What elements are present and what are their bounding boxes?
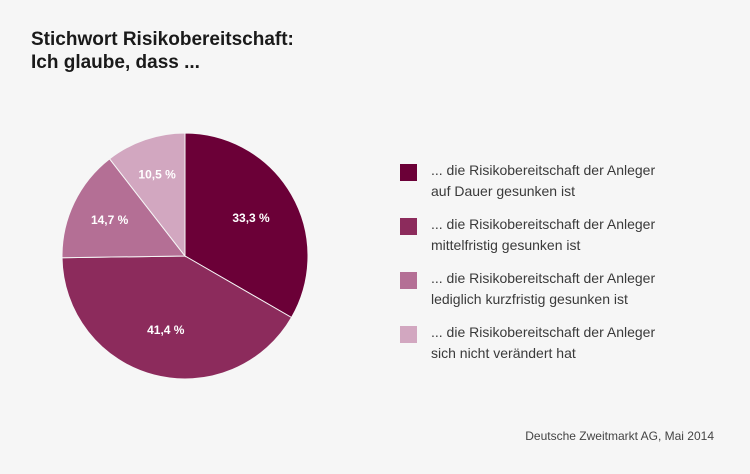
legend-label-4-line2: sich nicht verändert hat xyxy=(431,345,576,361)
legend-label-2-line1: ... die Risikobereitschaft der Anleger xyxy=(431,216,656,232)
legend-swatch-3 xyxy=(400,272,417,289)
pie-slice-2 xyxy=(61,255,293,380)
legend-label-4-line1: ... die Risikobereitschaft der Anleger xyxy=(431,324,656,340)
pie-slice-label-3: 14,7 % xyxy=(91,213,129,227)
pie-slice-label-2: 41,4 % xyxy=(147,323,185,337)
pie-slice-1 xyxy=(184,132,309,319)
pie-slice-label-1: 33,3 % xyxy=(232,211,270,225)
legend-label-2-line2: mittelfristig gesunken ist xyxy=(431,237,581,253)
legend-label-1-line2: auf Dauer gesunken ist xyxy=(431,183,575,199)
pie-slice-label-4: 10,5 % xyxy=(138,168,176,182)
legend-label-3: ... die Risikobereitschaft der Anleger l… xyxy=(431,268,655,310)
chart-title-line1: Stichwort Risikobereitschaft: xyxy=(31,29,294,50)
legend-label-3-line2: lediglich kurzfristig gesunken ist xyxy=(431,291,628,307)
source-note: Deutsche Zweitmarkt AG, Mai 2014 xyxy=(525,429,714,443)
legend-label-4: ... die Risikobereitschaft der Anleger s… xyxy=(431,322,655,364)
pie-slice-3 xyxy=(61,158,187,259)
legend-label-3-line1: ... die Risikobereitschaft der Anleger xyxy=(431,270,656,286)
chart-title-line2: Ich glaube, dass ... xyxy=(31,52,200,73)
legend-swatch-4 xyxy=(400,326,417,343)
legend-swatch-1 xyxy=(400,164,417,181)
legend-label-1-line1: ... die Risikobereitschaft der Anleger xyxy=(431,162,656,178)
legend-label-2: ... die Risikobereitschaft der Anleger m… xyxy=(431,214,655,256)
legend-swatch-2 xyxy=(400,218,417,235)
pie-slice-4 xyxy=(108,132,186,258)
legend-label-1: ... die Risikobereitschaft der Anleger a… xyxy=(431,160,655,202)
chart-title: Stichwort Risikobereitschaft: Ich glaube… xyxy=(31,28,294,74)
